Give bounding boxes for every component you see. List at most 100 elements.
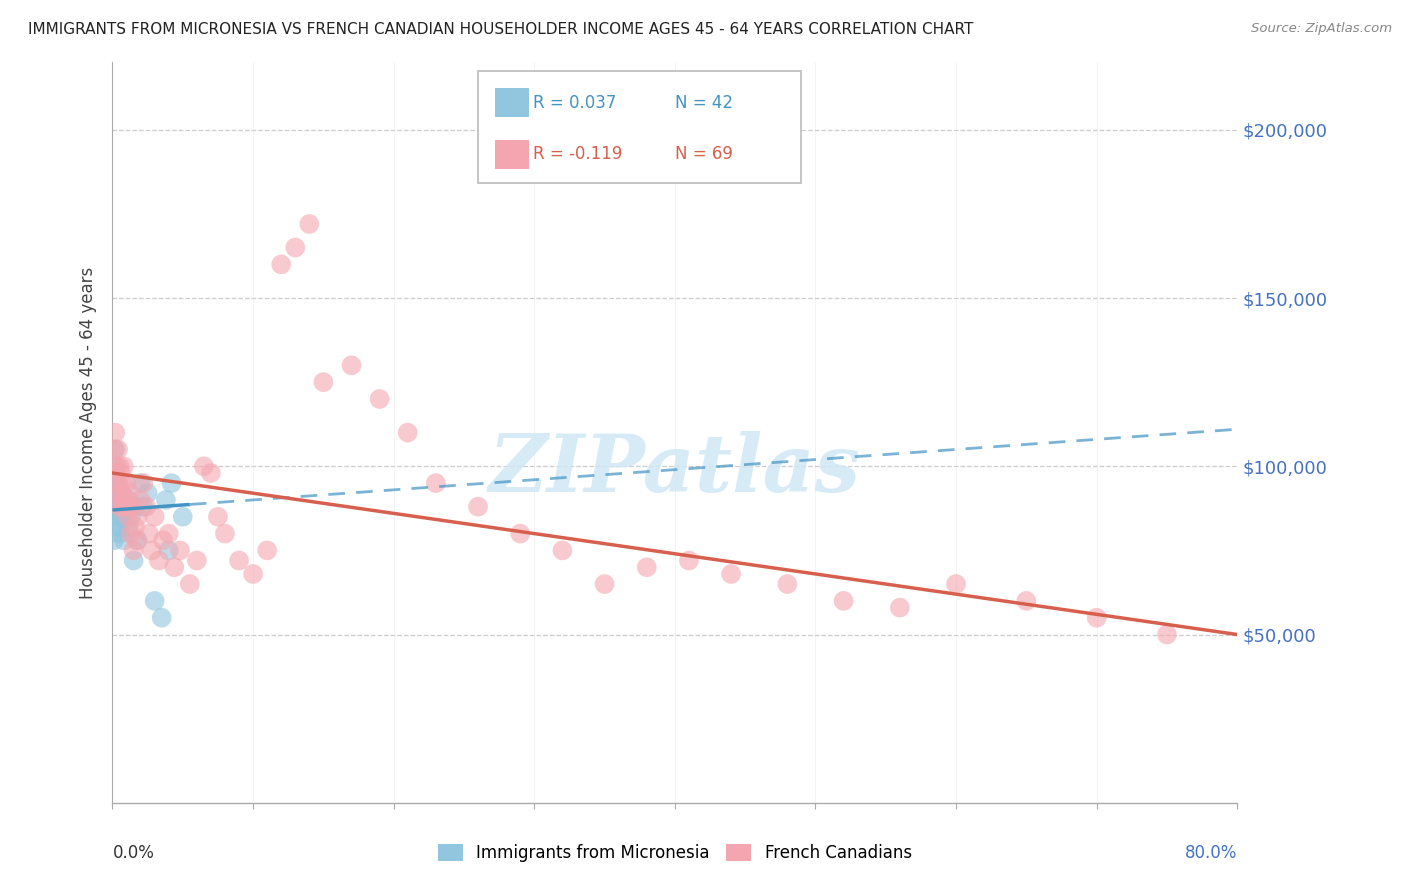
Point — [163, 560, 186, 574]
Point — [103, 442, 125, 457]
Point — [298, 217, 321, 231]
Point — [107, 442, 129, 457]
Point — [122, 543, 145, 558]
Point — [105, 520, 128, 534]
Text: IMMIGRANTS FROM MICRONESIA VS FRENCH CANADIAN HOUSEHOLDER INCOME AGES 45 - 64 YE: IMMIGRANTS FROM MICRONESIA VS FRENCH CAN… — [28, 22, 973, 37]
Point — [114, 500, 136, 514]
Point — [115, 500, 138, 514]
Point — [112, 492, 135, 507]
Point — [678, 553, 700, 567]
Text: N = 42: N = 42 — [675, 94, 733, 112]
Point — [155, 492, 177, 507]
Point — [115, 492, 138, 507]
Point — [284, 240, 307, 255]
Text: R = 0.037: R = 0.037 — [533, 94, 616, 112]
Point — [111, 476, 134, 491]
Point — [105, 459, 128, 474]
Point — [1156, 627, 1178, 641]
Legend: Immigrants from Micronesia, French Canadians: Immigrants from Micronesia, French Canad… — [432, 837, 918, 869]
Point — [107, 500, 129, 514]
Point — [103, 509, 125, 524]
Point — [467, 500, 489, 514]
Point — [111, 500, 134, 514]
Point — [108, 459, 131, 474]
Point — [110, 486, 132, 500]
Point — [368, 392, 391, 406]
Point — [509, 526, 531, 541]
Text: Source: ZipAtlas.com: Source: ZipAtlas.com — [1251, 22, 1392, 36]
Point — [207, 509, 229, 524]
Point — [720, 566, 742, 581]
Point — [118, 486, 141, 500]
Point — [186, 553, 208, 567]
Point — [172, 509, 194, 524]
Point — [148, 553, 170, 567]
Point — [127, 533, 149, 548]
Point — [104, 466, 127, 480]
Point — [107, 476, 129, 491]
Point — [110, 466, 132, 480]
Point — [108, 509, 131, 524]
Point — [103, 486, 125, 500]
Point — [150, 610, 173, 624]
Point — [114, 492, 136, 507]
Point — [396, 425, 419, 440]
Point — [105, 476, 128, 491]
Point — [228, 553, 250, 567]
Point — [105, 492, 128, 507]
Point — [127, 509, 149, 524]
Point — [124, 520, 146, 534]
Point — [110, 520, 132, 534]
Point — [108, 500, 131, 514]
Point — [270, 257, 292, 271]
Point — [129, 492, 152, 507]
Point — [107, 476, 129, 491]
Point — [152, 533, 174, 548]
Point — [1015, 594, 1038, 608]
Point — [111, 500, 134, 514]
Point — [143, 594, 166, 608]
Point — [121, 500, 143, 514]
Point — [312, 375, 335, 389]
Point — [104, 459, 127, 474]
Text: 80.0%: 80.0% — [1185, 844, 1237, 862]
Point — [107, 486, 129, 500]
Point — [242, 566, 264, 581]
Point — [108, 486, 131, 500]
Point — [136, 486, 159, 500]
Point — [110, 492, 132, 507]
Point — [124, 500, 146, 514]
Text: R = -0.119: R = -0.119 — [533, 145, 623, 163]
Point — [135, 500, 157, 514]
Text: ZIPatlas: ZIPatlas — [489, 431, 860, 508]
Point — [138, 526, 160, 541]
Point — [112, 533, 135, 548]
Point — [179, 577, 201, 591]
Point — [112, 509, 135, 524]
Y-axis label: Householder Income Ages 45 - 64 years: Householder Income Ages 45 - 64 years — [79, 267, 97, 599]
Point — [108, 526, 131, 541]
Point — [551, 543, 574, 558]
Point — [157, 526, 180, 541]
Point — [132, 500, 155, 514]
Point — [120, 526, 142, 541]
Point — [340, 359, 363, 373]
Point — [118, 492, 141, 507]
Point — [125, 533, 148, 548]
Point — [889, 600, 911, 615]
Point — [104, 442, 127, 457]
Point — [118, 500, 141, 514]
Point — [105, 500, 128, 514]
Point — [160, 476, 183, 491]
Point — [214, 526, 236, 541]
Point — [115, 476, 138, 491]
Point — [129, 476, 152, 491]
Point — [945, 577, 967, 591]
Point — [117, 520, 139, 534]
Point — [143, 509, 166, 524]
Point — [132, 476, 155, 491]
Point — [157, 543, 180, 558]
Point — [1085, 610, 1108, 624]
Point — [122, 553, 145, 567]
Point — [425, 476, 447, 491]
